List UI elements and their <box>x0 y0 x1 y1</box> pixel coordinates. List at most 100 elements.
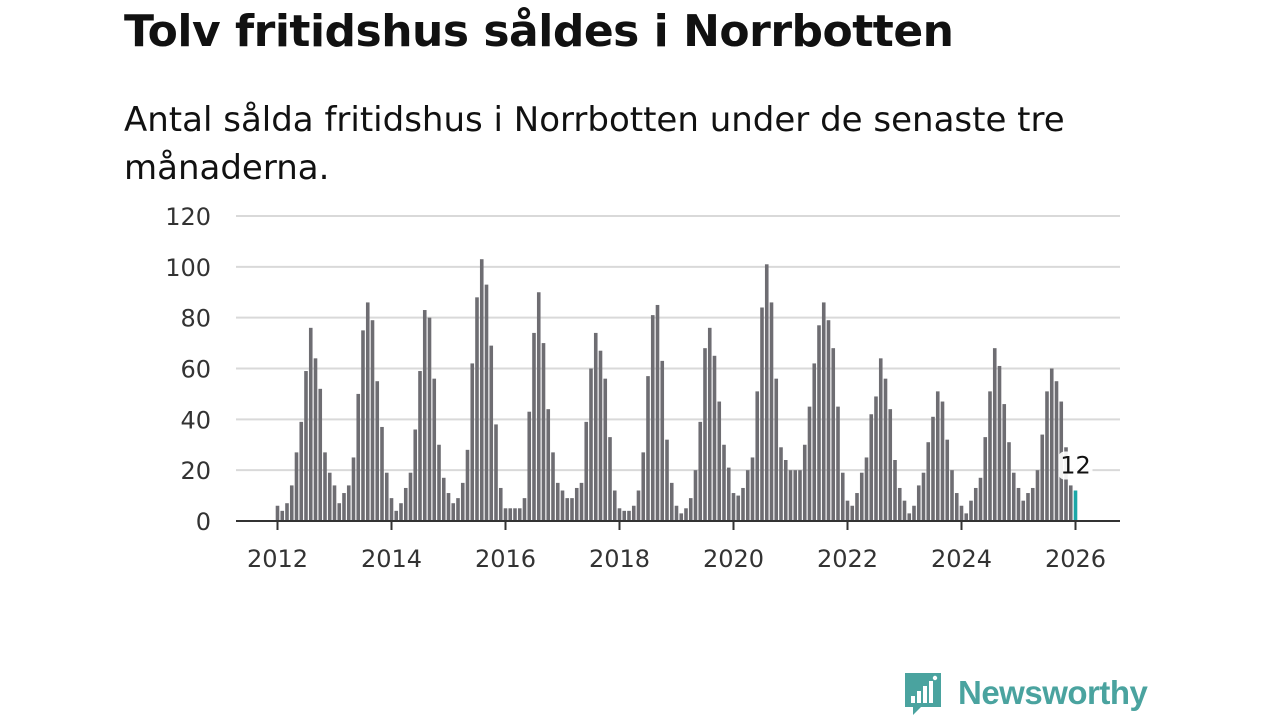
bar <box>864 457 869 521</box>
bar <box>517 508 522 521</box>
bar <box>750 457 755 521</box>
bar <box>769 302 774 521</box>
bar <box>802 444 807 521</box>
bar <box>731 493 736 521</box>
bar <box>631 505 636 521</box>
bar <box>641 452 646 521</box>
y-tick-label: 20 <box>180 457 211 485</box>
bar <box>821 302 826 521</box>
bar <box>413 429 418 521</box>
bar <box>636 490 641 521</box>
bar <box>323 452 327 521</box>
bar <box>679 513 684 521</box>
bar <box>931 416 935 521</box>
bar <box>940 401 945 521</box>
bar <box>389 498 394 521</box>
x-tick-label: 2026 <box>1045 545 1106 573</box>
bar <box>1045 391 1049 521</box>
bar <box>1040 434 1045 521</box>
bar <box>764 264 769 521</box>
bar <box>394 510 399 521</box>
bar <box>356 393 361 521</box>
bar <box>299 421 304 521</box>
bar <box>494 424 498 521</box>
brand-name: Newsworthy <box>958 674 1148 711</box>
x-tick-label: 2024 <box>931 545 992 573</box>
bar <box>826 320 831 521</box>
bar <box>551 452 555 521</box>
bar <box>532 332 536 521</box>
bar <box>513 508 517 521</box>
bar <box>1064 447 1068 521</box>
bar <box>498 487 503 521</box>
bar <box>308 327 313 521</box>
bar <box>275 505 280 521</box>
bar <box>660 360 665 521</box>
bar <box>622 510 627 521</box>
chart-subtitle: Antal sålda fritidshus i Norrbotten unde… <box>124 100 1065 188</box>
bar <box>479 259 484 521</box>
bar <box>541 343 546 521</box>
bar <box>698 421 703 521</box>
bar <box>788 470 793 521</box>
bar <box>627 510 631 521</box>
bar <box>840 472 845 521</box>
bar <box>774 378 779 521</box>
bar <box>921 472 926 521</box>
bar <box>351 457 356 521</box>
bar <box>285 503 289 521</box>
y-tick-label: 120 <box>165 203 211 231</box>
bar <box>997 365 1002 521</box>
brand-logo: Newsworthy <box>902 670 1148 716</box>
axes <box>236 520 1120 530</box>
bar <box>342 493 346 521</box>
x-tick-label: 2020 <box>703 545 764 573</box>
bar <box>1021 500 1026 521</box>
y-tick-label: 80 <box>180 305 211 333</box>
bar <box>1026 493 1030 521</box>
bar <box>441 477 446 521</box>
bar <box>859 472 864 521</box>
bar-highlight <box>1073 490 1078 521</box>
bar <box>460 482 465 521</box>
y-tick-label: 60 <box>180 356 211 384</box>
labels: 0 20 40 60 80 100 120 2012 2014 2016 2018 2020 2022 2… <box>165 203 1106 573</box>
y-tick-label: 100 <box>165 254 211 282</box>
x-tick-label: 2014 <box>361 545 422 573</box>
bar <box>617 508 622 521</box>
bar <box>973 487 978 521</box>
bar <box>1016 487 1021 521</box>
bar <box>707 327 712 521</box>
bar <box>456 498 460 521</box>
bar <box>451 503 456 521</box>
bar <box>684 508 688 521</box>
bar <box>726 467 731 521</box>
bar <box>674 505 679 521</box>
bar <box>418 371 422 521</box>
bar <box>370 320 375 521</box>
bar <box>365 302 370 521</box>
bar <box>646 376 650 521</box>
bar <box>897 487 902 521</box>
bar <box>503 508 508 521</box>
bar <box>888 409 893 521</box>
bar <box>318 388 323 521</box>
bar <box>489 345 494 521</box>
bar <box>978 477 983 521</box>
bar <box>612 490 617 521</box>
bar <box>380 426 384 521</box>
bar <box>422 310 427 521</box>
bar <box>907 513 912 521</box>
bar <box>817 325 821 521</box>
gridlines <box>236 215 1120 472</box>
x-tick-label: 2022 <box>817 545 878 573</box>
bar <box>1049 368 1054 521</box>
bar <box>570 498 574 521</box>
bar <box>465 449 470 521</box>
bar <box>926 442 931 521</box>
bar <box>408 472 413 521</box>
bar <box>1035 470 1040 521</box>
bar <box>855 493 859 521</box>
bar <box>1002 404 1007 521</box>
x-tick-label: 2016 <box>475 545 536 573</box>
